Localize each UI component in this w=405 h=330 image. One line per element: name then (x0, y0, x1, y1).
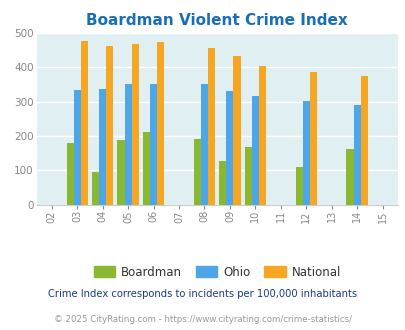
Bar (66, 143, 74, 205)
Bar (74, 90, 81, 205)
Bar (251, 96, 258, 205)
Bar (219, 161, 226, 205)
Bar (244, 147, 251, 205)
Bar (106, 46, 113, 205)
Bar (124, 84, 131, 205)
Bar (258, 66, 265, 205)
Bar (200, 84, 207, 205)
Bar (81, 41, 88, 205)
Title: Boardman Violent Crime Index: Boardman Violent Crime Index (86, 13, 347, 28)
Bar (226, 91, 233, 205)
Legend: Boardman, Ohio, National: Boardman, Ohio, National (90, 262, 343, 282)
Bar (157, 42, 164, 205)
Bar (131, 44, 139, 205)
Bar (309, 72, 316, 205)
Bar (207, 49, 215, 205)
Bar (345, 148, 353, 205)
Bar (233, 56, 240, 205)
Bar (150, 84, 157, 205)
Text: © 2025 CityRating.com - https://www.cityrating.com/crime-statistics/: © 2025 CityRating.com - https://www.city… (54, 315, 351, 324)
Bar (360, 76, 367, 205)
Bar (353, 105, 360, 205)
Bar (99, 88, 106, 205)
Bar (92, 172, 99, 205)
Bar (302, 101, 309, 205)
Bar (117, 141, 124, 205)
Bar (193, 139, 200, 205)
Bar (295, 167, 302, 205)
Text: Crime Index corresponds to incidents per 100,000 inhabitants: Crime Index corresponds to incidents per… (48, 289, 357, 299)
Bar (143, 132, 150, 205)
